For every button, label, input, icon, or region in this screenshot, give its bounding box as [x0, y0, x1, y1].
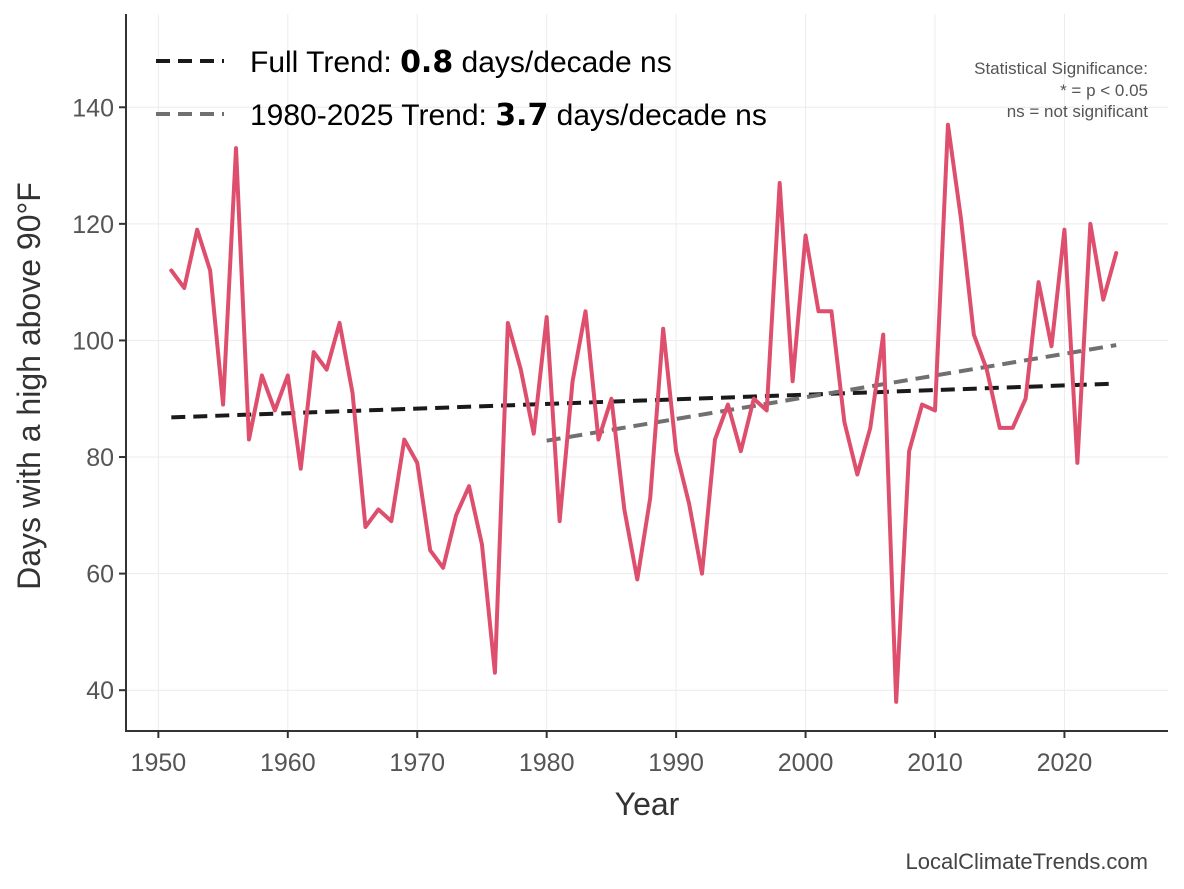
- legend-suffix: days/decade ns: [548, 99, 766, 132]
- x-tick-label: 1970: [389, 749, 445, 777]
- x-tick-label: 1960: [260, 749, 316, 777]
- y-tick-label: 120: [72, 211, 114, 239]
- y-ticks: 40 60 80 100 120 140: [72, 94, 126, 705]
- y-tick-label: 60: [86, 561, 114, 589]
- x-tick-label: 2010: [907, 749, 963, 777]
- data-series: [169, 122, 1119, 704]
- legend-label: Full Trend:: [250, 46, 400, 79]
- significance-note-line: Statistical Significance:: [974, 59, 1148, 78]
- series-line: [169, 122, 1119, 704]
- x-tick-label: 1950: [131, 749, 187, 777]
- y-tick-label: 40: [86, 677, 114, 705]
- legend-value: 0.8: [400, 45, 453, 80]
- trend-line: [171, 381, 1117, 420]
- significance-note: Statistical Significance: * = p < 0.05 n…: [974, 59, 1148, 121]
- footer-credit: LocalClimateTrends.com: [906, 849, 1149, 874]
- x-tick-label: 1980: [519, 749, 575, 777]
- y-axis-label: Days with a high above 90°F: [11, 182, 47, 590]
- axes: [125, 14, 1168, 732]
- legend: Full Trend: 0.8 days/decade ns1980-2025 …: [156, 45, 767, 133]
- legend-suffix: days/decade ns: [453, 46, 671, 79]
- significance-note-line: * = p < 0.05: [1060, 81, 1148, 100]
- legend-label: 1980-2025 Trend:: [250, 99, 495, 132]
- legend-entry: Full Trend: 0.8 days/decade ns: [250, 45, 672, 80]
- legend-entry: 1980-2025 Trend: 3.7 days/decade ns: [250, 98, 767, 133]
- y-tick-label: 140: [72, 94, 114, 122]
- significance-note-line: ns = not significant: [1007, 102, 1149, 121]
- legend-value: 3.7: [495, 98, 548, 133]
- x-ticks: 1950 1960 1970 1980 1990 2000 2010 2020: [131, 731, 1093, 777]
- x-tick-label: 2000: [778, 749, 834, 777]
- x-axis-label: Year: [615, 786, 680, 822]
- x-tick-label: 2020: [1037, 749, 1093, 777]
- trend-line: [546, 343, 1117, 443]
- trend-lines: [171, 343, 1117, 443]
- x-tick-label: 1990: [648, 749, 704, 777]
- y-tick-label: 80: [86, 444, 114, 472]
- y-tick-label: 100: [72, 327, 114, 355]
